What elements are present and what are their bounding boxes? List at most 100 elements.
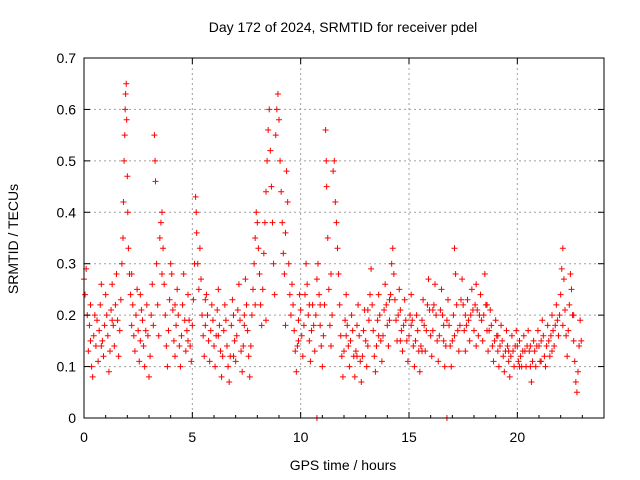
data-point [411, 363, 418, 370]
data-point [368, 265, 375, 272]
data-point [363, 363, 370, 370]
data-point [412, 337, 419, 344]
data-point [433, 312, 440, 319]
data-point [549, 348, 555, 355]
data-point [317, 301, 324, 308]
data-point [549, 312, 555, 319]
data-point [393, 317, 399, 324]
data-point [201, 353, 208, 360]
data-point [120, 235, 126, 241]
data-point [293, 368, 300, 375]
data-point [230, 353, 237, 360]
data-point [343, 332, 350, 339]
data-point [475, 332, 482, 339]
data-point [300, 322, 307, 329]
data-point [546, 353, 553, 360]
data-point [401, 296, 408, 303]
data-point [149, 281, 156, 288]
data-point [209, 317, 216, 324]
data-point [541, 353, 548, 360]
data-point [305, 312, 312, 319]
data-point [440, 322, 447, 329]
data-point [473, 343, 480, 349]
data-point [540, 332, 547, 339]
data-point [250, 286, 256, 293]
x-tick-label: 15 [401, 429, 417, 445]
data-point [226, 379, 233, 385]
data-point [98, 343, 105, 349]
data-point [517, 353, 524, 360]
data-point [474, 307, 481, 313]
data-point [573, 389, 580, 396]
data-point [112, 301, 119, 308]
data-point [231, 337, 238, 344]
data-point [421, 322, 428, 329]
data-point [505, 348, 512, 355]
y-tick-label: 0.2 [57, 307, 77, 323]
grid-lines [84, 58, 604, 418]
data-point [258, 322, 265, 329]
data-point [390, 271, 397, 277]
data-point [576, 343, 583, 349]
data-point [133, 312, 139, 319]
data-point [185, 337, 191, 344]
data-point [290, 301, 297, 308]
data-point [372, 368, 379, 375]
x-tick-label: 5 [188, 429, 196, 445]
data-point [313, 276, 320, 283]
data-point [121, 157, 128, 164]
data-point [152, 157, 159, 164]
y-axis-label: SRMTID / TECUs [5, 184, 21, 294]
data-point [531, 348, 538, 355]
data-point [111, 343, 118, 349]
data-point [216, 322, 223, 329]
data-point [204, 312, 211, 319]
data-point [364, 307, 371, 313]
data-point [515, 358, 522, 365]
data-point [404, 358, 411, 365]
x-tick-label: 20 [510, 429, 526, 445]
data-point [316, 291, 323, 298]
data-point [246, 373, 253, 380]
data-point [365, 317, 372, 324]
data-point [253, 209, 260, 216]
data-point [271, 291, 278, 298]
data-point [356, 332, 363, 339]
data-point [252, 301, 259, 308]
y-tick-label: 0.4 [57, 204, 77, 220]
data-point [485, 348, 492, 355]
data-point [157, 219, 164, 226]
data-point [159, 209, 165, 216]
data-point [434, 337, 441, 344]
data-point [315, 260, 321, 267]
data-point [284, 199, 291, 205]
data-point [104, 332, 111, 339]
data-point [513, 327, 520, 334]
data-point [479, 337, 486, 344]
data-point [278, 188, 285, 195]
data-point [453, 301, 460, 308]
data-point [536, 343, 542, 349]
data-point [142, 327, 149, 334]
data-point [345, 343, 352, 349]
data-point [387, 291, 394, 298]
data-point [438, 286, 445, 293]
data-point [277, 157, 284, 164]
data-point [165, 327, 172, 334]
data-point [388, 260, 395, 267]
data-point [222, 317, 229, 324]
data-point [440, 337, 447, 344]
data-point [287, 312, 294, 319]
data-point [122, 91, 129, 97]
data-point [410, 343, 417, 349]
data-point [478, 317, 485, 324]
data-point [556, 312, 563, 319]
data-point [150, 322, 157, 329]
data-point [383, 301, 390, 308]
data-point [508, 332, 515, 339]
data-point [362, 337, 369, 344]
data-point [349, 327, 356, 334]
data-point [86, 322, 93, 329]
